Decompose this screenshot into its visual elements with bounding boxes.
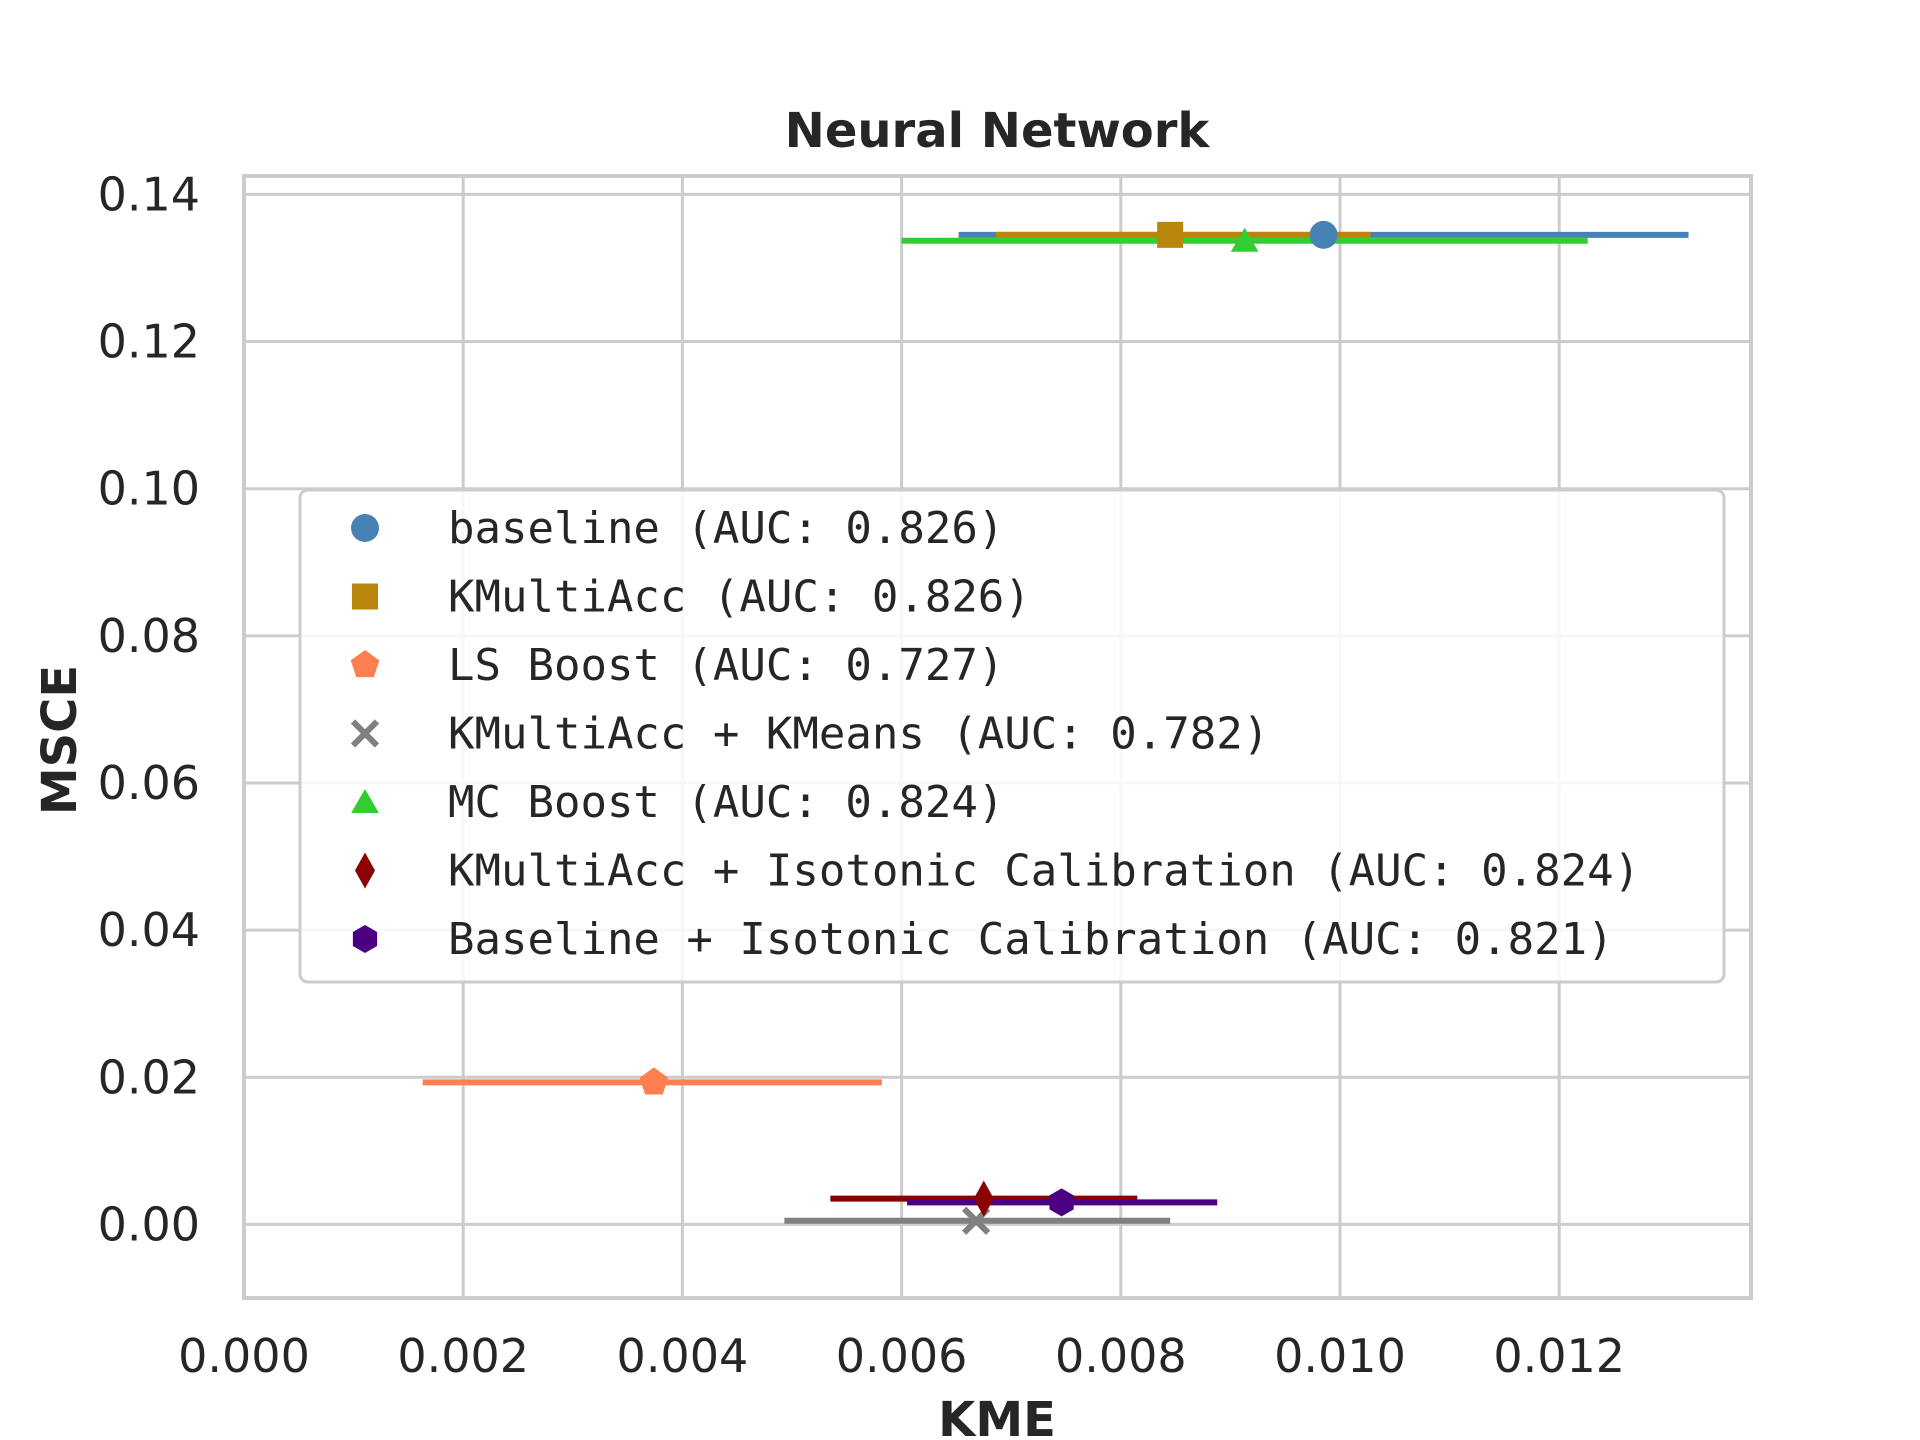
y-axis-label: MSCE: [32, 665, 88, 815]
pentagon-marker: [350, 650, 380, 678]
x-tick-label: 0.006: [836, 1329, 968, 1383]
data-point: [1230, 227, 1259, 252]
legend-marker: [351, 789, 379, 813]
data-point: [1157, 221, 1184, 248]
y-tick-label: 0.02: [98, 1050, 200, 1104]
diamond-marker: [973, 1180, 994, 1217]
x-tick-labels: 0.000 0.002 0.004 0.006 0.008 0.010 0.012: [178, 1329, 1625, 1383]
x-tick-label: 0.004: [617, 1329, 749, 1383]
data-point: [1309, 220, 1338, 249]
legend-label: MC Boost (AUC: 0.824): [448, 777, 1004, 828]
chart-title: Neural Network: [785, 103, 1211, 159]
y-tick-label: 0.10: [98, 462, 200, 516]
y-tick-label: 0.06: [98, 756, 200, 810]
pentagon-marker: [639, 1067, 669, 1095]
legend-marker: [350, 650, 380, 678]
legend-frame: [298, 488, 1726, 984]
hexagon-marker: [352, 925, 378, 953]
legend-label: LS Boost (AUC: 0.727): [448, 640, 1004, 691]
data-point: [973, 1180, 994, 1217]
y-tick-label: 0.08: [98, 609, 200, 663]
square-marker: [352, 583, 378, 610]
legend-label: Baseline + Isotonic Calibration (AUC: 0.…: [448, 914, 1614, 965]
x-axis-label: KME: [938, 1392, 1056, 1440]
x-tick-label: 0.002: [397, 1329, 529, 1383]
legend-label: KMultiAcc (AUC: 0.826): [448, 572, 1031, 623]
diamond-marker: [355, 852, 375, 889]
y-tick-label: 0.14: [98, 167, 200, 221]
circle-marker: [1309, 220, 1338, 249]
legend-marker: [351, 514, 379, 542]
plot-frame: [242, 174, 1753, 1300]
legend-label: KMultiAcc + Isotonic Calibration (AUC: 0…: [448, 846, 1640, 897]
y-tick-label: 0.04: [98, 903, 200, 957]
circle-marker: [351, 514, 379, 542]
legend-marker: [355, 852, 375, 889]
x-marker-stroke: [350, 719, 380, 748]
triangle-marker: [1230, 227, 1259, 252]
legend-items: baseline (AUC: 0.826) KMultiAcc (AUC: 0.8…: [350, 503, 1640, 965]
data-point: [639, 1067, 669, 1095]
x-tick-label: 0.012: [1493, 1329, 1625, 1383]
hexagon-marker: [1049, 1188, 1074, 1217]
y-tick-labels: 0.00 0.02 0.04 0.06 0.08 0.10 0.12 0.14: [98, 167, 200, 1251]
legend-marker: [352, 925, 378, 953]
legend-marker: [352, 583, 378, 610]
x-tick-label: 0.008: [1055, 1329, 1187, 1383]
x-tick-label: 0.010: [1274, 1329, 1406, 1383]
square-marker: [1157, 221, 1184, 248]
y-tick-label: 0.00: [98, 1197, 200, 1251]
y-tick-label: 0.12: [98, 315, 200, 369]
triangle-marker: [351, 789, 379, 813]
x-tick-label: 0.000: [178, 1329, 310, 1383]
legend-label: KMultiAcc + KMeans (AUC: 0.782): [448, 709, 1269, 760]
legend-label: baseline (AUC: 0.826): [448, 503, 1004, 554]
data-markers: [639, 220, 1338, 1235]
legend: baseline (AUC: 0.826) KMultiAcc (AUC: 0.8…: [298, 488, 1726, 984]
data-point: [1049, 1188, 1074, 1217]
legend-marker: [350, 719, 380, 748]
